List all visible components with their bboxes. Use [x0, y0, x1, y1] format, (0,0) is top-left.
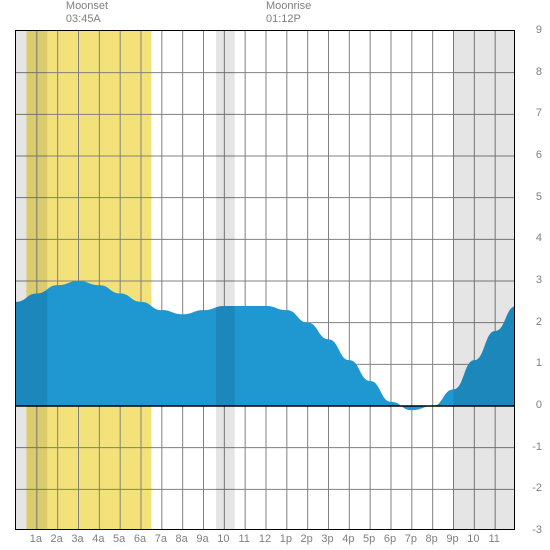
- x-axis-label: 3a: [71, 533, 83, 545]
- y-axis-label: -2: [532, 482, 542, 494]
- x-axis-label: 8a: [176, 533, 188, 545]
- y-axis-label: 5: [536, 191, 542, 203]
- y-axis-label: 4: [536, 232, 542, 244]
- x-axis-label: 1p: [280, 533, 292, 545]
- y-axis-label: 8: [536, 66, 542, 78]
- night-band-2: [454, 31, 516, 530]
- moonset-title: Moonset: [66, 0, 108, 12]
- y-axis-label: 7: [536, 107, 542, 119]
- y-axis-label: 0: [536, 399, 542, 411]
- moonrise-time: 01:12P: [266, 13, 301, 25]
- x-axis-label: 4a: [92, 533, 104, 545]
- y-axis-label: -1: [532, 441, 542, 453]
- x-axis-label: 10: [467, 533, 479, 545]
- x-axis-label: 5a: [113, 533, 125, 545]
- x-axis-label: 2a: [51, 533, 63, 545]
- x-axis-label: 12: [259, 533, 271, 545]
- x-axis-label: 9a: [196, 533, 208, 545]
- night-band-1: [216, 31, 235, 530]
- y-axis-label: 6: [536, 149, 542, 161]
- x-axis-label: 4p: [342, 533, 354, 545]
- x-axis-label: 1a: [30, 533, 42, 545]
- moonset-time: 03:45A: [66, 13, 101, 25]
- x-axis-label: 6p: [384, 533, 396, 545]
- x-axis-label: 10: [217, 533, 229, 545]
- x-axis-label: 8p: [426, 533, 438, 545]
- chart-plot-area: [15, 30, 515, 530]
- y-axis-label: 2: [536, 316, 542, 328]
- y-axis-label: -3: [532, 524, 542, 536]
- x-axis-label: 7a: [155, 533, 167, 545]
- night-band-0: [16, 31, 47, 530]
- y-axis-label: 9: [536, 24, 542, 36]
- moonrise-label: Moonrise 01:12P: [266, 0, 311, 26]
- moonset-label: Moonset 03:45A: [66, 0, 108, 26]
- moonrise-title: Moonrise: [266, 0, 311, 12]
- x-axis-label: 7p: [405, 533, 417, 545]
- y-axis-label: 3: [536, 274, 542, 286]
- x-axis-label: 11: [488, 533, 499, 545]
- chart-svg: [16, 31, 515, 530]
- x-axis-label: 2p: [301, 533, 313, 545]
- tide-chart-container: Moonset 03:45A Moonrise 01:12P -3-2-1012…: [0, 0, 550, 550]
- x-axis-label: 5p: [363, 533, 375, 545]
- x-axis-label: 11: [238, 533, 249, 545]
- x-axis-label: 3p: [321, 533, 333, 545]
- y-axis-label: 1: [536, 357, 542, 369]
- x-axis-label: 6a: [134, 533, 146, 545]
- x-axis-label: 9p: [446, 533, 458, 545]
